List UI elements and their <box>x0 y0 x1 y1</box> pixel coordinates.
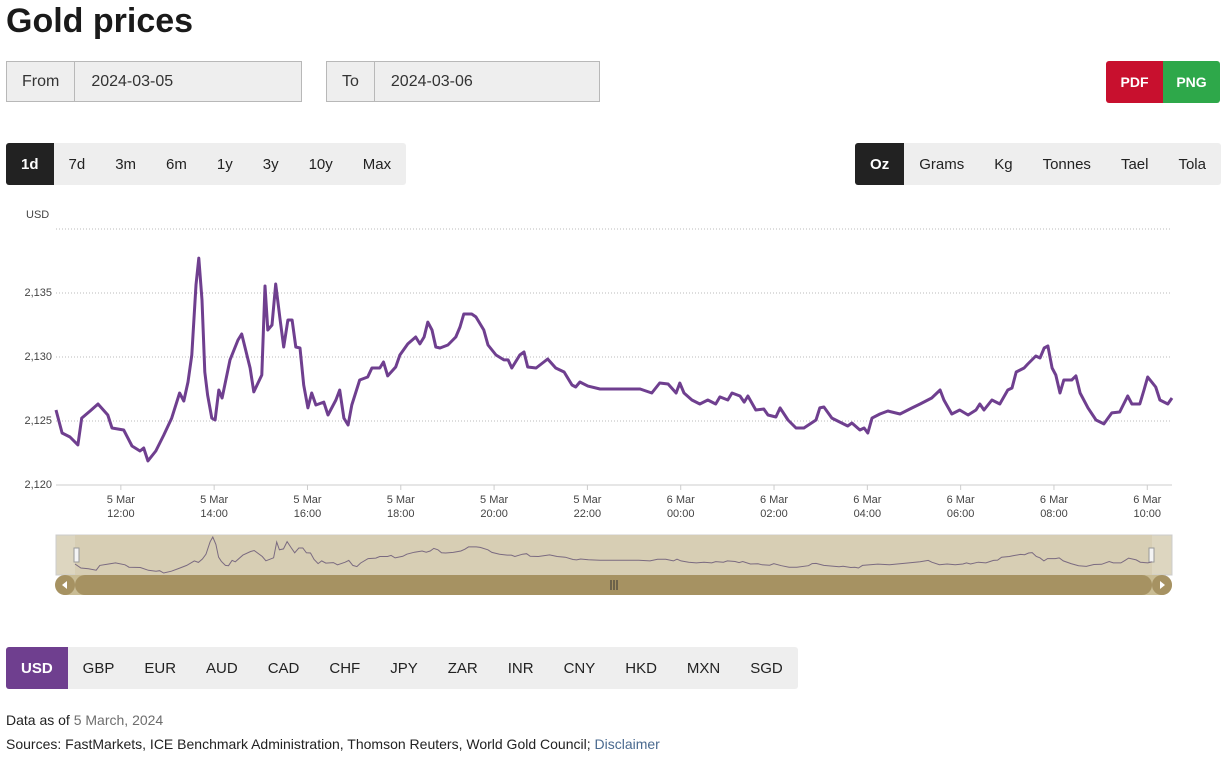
range-buttons: 1d 7d 3m 6m 1y 3y 10y Max <box>6 143 407 185</box>
unit-button[interactable]: Kg <box>994 155 1013 173</box>
from-label: From <box>7 62 76 101</box>
currency-button[interactable]: AUD <box>206 659 238 677</box>
scrollbar-grip <box>610 580 618 590</box>
x-tick-label: 5 Mar 16:00 <box>293 494 322 520</box>
from-field[interactable]: From 2024-03-05 <box>6 61 302 102</box>
currency-button[interactable]: GBP <box>82 659 115 677</box>
x-tick-label: 5 Mar 18:00 <box>386 494 415 520</box>
to-input[interactable]: 2024-03-06 <box>390 72 473 90</box>
navigator-line <box>74 535 1153 574</box>
range-button[interactable]: 10y <box>308 155 333 173</box>
range-button[interactable]: 3y <box>262 155 279 173</box>
currency-button[interactable]: HKD <box>625 659 657 677</box>
navigator-handle[interactable] <box>73 547 80 563</box>
x-axis-labels: 5 Mar 12:00 5 Mar 14:00 5 Mar 16:00 5 Mar 1… <box>0 200 1230 520</box>
x-tick-label: 5 Mar 14:00 <box>200 494 229 520</box>
export-button[interactable]: PDF <box>1106 61 1163 103</box>
sources: Sources: FastMarkets, ICE Benchmark Admi… <box>6 736 660 752</box>
x-tick-label: 5 Mar 12:00 <box>106 494 135 520</box>
data-as-of: Data as of 5 March, 2024 <box>6 712 163 728</box>
data-as-of-date: 5 March, 2024 <box>73 712 164 728</box>
x-tick-label: 6 Mar 06:00 <box>946 494 975 520</box>
unit-buttons: Oz Grams Kg Tonnes Tael Tola <box>855 143 1221 185</box>
sources-text: Sources: FastMarkets, ICE Benchmark Admi… <box>6 736 591 752</box>
disclaimer-link[interactable]: Disclaimer <box>594 736 660 752</box>
currency-button[interactable]: CHF <box>329 659 361 677</box>
y-tick-label: 2,120 <box>24 479 52 491</box>
range-button[interactable]: 1y <box>216 155 233 173</box>
range-button[interactable]: 7d <box>68 155 86 173</box>
x-tick-label: 6 Mar 02:00 <box>759 494 789 520</box>
y-tick-label: 2,130 <box>24 351 52 363</box>
unit-button[interactable]: Grams <box>919 155 965 173</box>
from-input[interactable]: 2024-03-05 <box>91 72 174 90</box>
range-button[interactable]: 6m <box>166 155 187 173</box>
to-label: To <box>327 62 375 101</box>
range-button[interactable]: 3m <box>115 155 137 173</box>
currency-button[interactable]: CNY <box>563 659 596 677</box>
currency-button[interactable]: MXN <box>686 659 721 677</box>
price-line <box>54 256 1174 463</box>
to-field[interactable]: To 2024-03-06 <box>326 61 600 102</box>
x-tick-label: 6 Mar 08:00 <box>1039 494 1069 520</box>
data-as-of-label: Data as of <box>6 712 70 728</box>
currency-button[interactable]: ZAR <box>447 659 478 677</box>
range-button[interactable]: Max <box>362 155 392 173</box>
unit-button[interactable]: Tola <box>1178 155 1206 173</box>
export-button[interactable]: PNG <box>1163 61 1220 103</box>
currency-button[interactable]: SGD <box>750 659 783 677</box>
unit-button[interactable]: Oz <box>855 143 905 185</box>
scroll-left-arrow <box>62 581 67 589</box>
unit-button[interactable]: Tonnes <box>1042 155 1091 173</box>
currency-button[interactable]: INR <box>507 659 534 677</box>
scroll-right-arrow <box>1160 581 1165 589</box>
x-tick-label: 6 Mar 00:00 <box>666 494 695 520</box>
page-title: Gold prices <box>6 2 194 40</box>
unit-button[interactable]: Tael <box>1120 155 1149 173</box>
export-buttons: PDF PNG <box>1106 61 1220 103</box>
x-tick-label: 5 Mar 22:00 <box>573 494 602 520</box>
y-axis-label: USD <box>26 209 49 221</box>
currency-buttons: USD GBP EUR AUD CAD CHF JPY ZAR INR CNY HKD MXN SGD <box>6 647 798 689</box>
currency-button[interactable]: CAD <box>267 659 300 677</box>
currency-button[interactable]: USD <box>6 647 68 689</box>
navigator-window[interactable] <box>75 535 1152 575</box>
x-tick-label: 6 Mar 04:00 <box>853 494 882 520</box>
x-tick-label: 5 Mar 20:00 <box>480 494 509 520</box>
range-button[interactable]: 1d <box>6 143 54 185</box>
y-tick-label: 2,135 <box>24 287 52 299</box>
chart: USD 2,120 2,125 2,130 2,135 <box>24 209 1174 595</box>
currency-button[interactable]: EUR <box>144 659 177 677</box>
navigator-handle[interactable] <box>1148 547 1155 563</box>
currency-button[interactable]: JPY <box>390 659 418 677</box>
y-tick-label: 2,125 <box>24 415 52 427</box>
x-tick-label: 6 Mar 10:00 <box>1133 494 1162 520</box>
